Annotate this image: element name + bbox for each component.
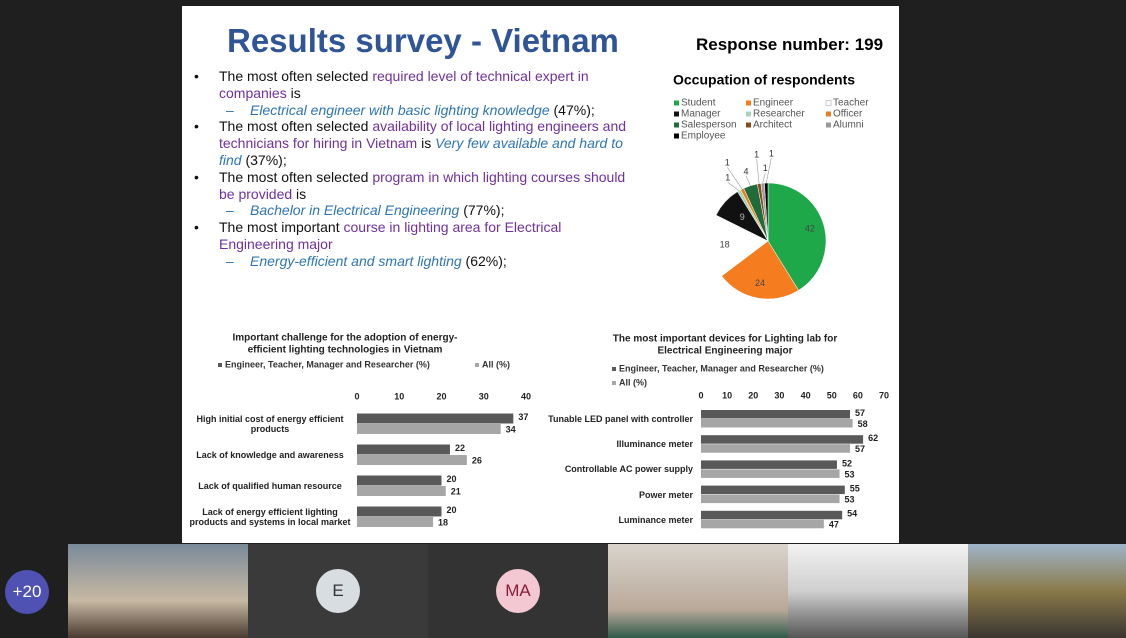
video-tile[interactable] [608,544,788,638]
bullet-text: The most often selected [219,168,373,185]
bullet: The most often selected availability of … [194,118,639,168]
avatar: MA [496,569,540,613]
bullet-text: is [286,84,301,101]
category-label: High initial cost of energy efficient pr… [196,414,344,434]
bullet-text: is [417,135,436,152]
video-tile[interactable] [788,544,968,638]
avatar: E [316,569,360,613]
video-tile[interactable] [968,544,1126,638]
bullet-text: required level of technical expert in co… [219,68,589,101]
bullet-list: The most often selected required level o… [194,68,639,270]
bullet-text: The most often selected [219,118,373,135]
more-participants[interactable]: +20 [5,570,49,614]
category-label: Controllable AC power supply [564,464,693,475]
participant-tile[interactable]: E [248,544,428,638]
category-label: Illuminance meter [616,439,693,450]
bullet-text: course in lighting area for Electrical E… [219,219,562,252]
bullet: The most often selected required level o… [194,68,639,102]
sub-bullet-text: (47%); [549,101,595,118]
bullet: The most often selected program in which… [194,169,639,203]
category-label: Lack of energy efficient lighting produc… [189,507,351,527]
sub-bullet: Bachelor in Electrical Engineering (77%)… [194,202,639,219]
bullet-text: availability of local lighting engineers… [219,118,627,152]
response-number: Response number: 199 [696,35,884,54]
category-label: Luminance meter [618,514,693,525]
bullet-text: The most important [219,219,344,236]
bullet-text: The most often selected [219,68,373,84]
slide: Results survey - Vietnam Response number… [182,6,899,543]
sub-bullet: Electrical engineer with basic lighting … [194,102,639,119]
sub-bullet-text: Electrical engineer with basic lighting … [250,101,550,118]
sub-bullet-text: (62%); [461,252,507,269]
sub-bullet: Energy-efficient and smart lighting (62%… [194,253,639,270]
slide-title: Results survey - Vietnam [227,22,619,59]
category-label: Lack of knowledge and awareness [196,450,344,460]
category-label: Lack of qualified human resource [198,481,342,491]
participant-tile[interactable]: MA [428,544,608,638]
bullet-text: program in which lighting courses should… [219,168,626,202]
bullet: The most important course in lighting ar… [194,219,639,253]
category-label: Tunable LED panel with controller [548,414,693,424]
video-tile[interactable] [68,544,248,638]
bullet-text: is [292,185,307,202]
sub-bullet-text: Energy-efficient and smart lighting [250,252,462,269]
bullet-text: (37%); [241,151,287,168]
sub-bullet-text: (77%); [459,202,505,219]
sub-bullet-text: Bachelor in Electrical Engineering [250,202,460,219]
category-label: Power meter [638,489,693,500]
bullet-text: Very few available and hard to find [219,135,623,168]
